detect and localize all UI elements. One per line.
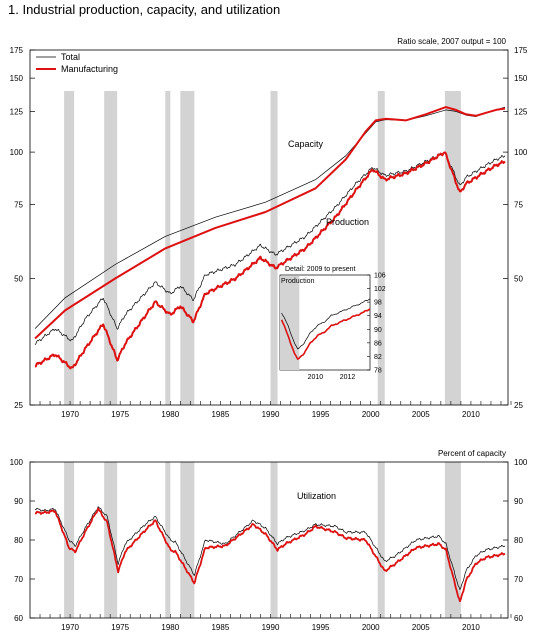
top-xtick-label-2005: 2005 xyxy=(412,410,430,419)
utilization-series-total xyxy=(34,506,506,590)
production-series-manufacturing xyxy=(34,151,506,370)
bottom-ytick-label-left-70: 70 xyxy=(14,575,23,584)
detail-series-manufacturing xyxy=(280,308,371,360)
utilization-series-manufacturing xyxy=(34,507,506,603)
detail-ylabel: Production xyxy=(281,278,315,285)
recession-band-bottom-4 xyxy=(270,462,278,618)
top-ytick-label-left-75: 75 xyxy=(14,201,23,210)
recession-band-bottom-6 xyxy=(444,462,461,618)
bottom-ytick-label-right-60: 60 xyxy=(514,614,523,623)
top-ytick-label-left-100: 100 xyxy=(10,148,24,157)
top-ytick-label-right-175: 175 xyxy=(514,46,528,55)
capacity-series-manufacturing xyxy=(34,106,506,340)
top-ytick-label-left-125: 125 xyxy=(10,107,24,116)
bottom-ytick-label-left-80: 80 xyxy=(14,536,23,545)
bottom-xtick-label-1970: 1970 xyxy=(61,623,79,632)
top-xtick-label-2000: 2000 xyxy=(362,410,380,419)
legend-label-manufacturing: Manufacturing xyxy=(61,64,118,74)
annotation-utilization: Utilization xyxy=(297,491,336,501)
top-ytick-label-left-25: 25 xyxy=(14,401,23,410)
bottom-xtick-label-1985: 1985 xyxy=(211,623,229,632)
bottom-ytick-label-right-100: 100 xyxy=(514,458,528,467)
top-xtick-label-1975: 1975 xyxy=(111,410,129,419)
recession-band-top-5 xyxy=(377,91,385,405)
top-xtick-label-1985: 1985 xyxy=(211,410,229,419)
recession-band-bottom-3 xyxy=(180,462,195,618)
recession-band-top-6 xyxy=(444,91,461,405)
top-panel-frame xyxy=(29,49,509,406)
detail-ytick-label-102: 102 xyxy=(374,286,386,293)
bottom-xtick-label-2010: 2010 xyxy=(462,623,480,632)
top-ytick-label-right-125: 125 xyxy=(514,107,528,116)
bottom-xtick-label-2005: 2005 xyxy=(412,623,430,632)
annotation-capacity: Capacity xyxy=(288,139,324,149)
detail-xtick-label-2010: 2010 xyxy=(308,374,324,381)
top-xtick-label-1990: 1990 xyxy=(262,410,280,419)
top-xtick-label-1980: 1980 xyxy=(161,410,179,419)
detail-xtick-label-2012: 2012 xyxy=(340,374,356,381)
bottom-xtick-label-1990: 1990 xyxy=(262,623,280,632)
bottom-xtick-label-1975: 1975 xyxy=(111,623,129,632)
scale-note: Ratio scale, 2007 output = 100 xyxy=(397,37,506,46)
detail-title: Detail: 2009 to present xyxy=(285,266,355,273)
bottom-ytick-label-left-90: 90 xyxy=(14,497,23,506)
bottom-xtick-label-2000: 2000 xyxy=(362,623,380,632)
recession-band-top-4 xyxy=(270,91,278,405)
detail-ytick-label-106: 106 xyxy=(374,273,386,280)
top-ytick-label-left-175: 175 xyxy=(10,46,24,55)
detail-ytick-label-98: 98 xyxy=(374,300,382,307)
annotation-production: Production xyxy=(326,217,369,227)
detail-ytick-label-94: 94 xyxy=(374,313,382,320)
bottom-ytick-label-right-70: 70 xyxy=(514,575,523,584)
top-ytick-label-right-100: 100 xyxy=(514,148,528,157)
bottom-ytick-label-right-80: 80 xyxy=(514,536,523,545)
legend-label-total: Total xyxy=(61,52,80,62)
top-ytick-label-right-150: 150 xyxy=(514,74,528,83)
detail-ytick-label-78: 78 xyxy=(374,368,382,375)
top-ytick-label-right-50: 50 xyxy=(514,275,523,284)
top-ytick-label-right-25: 25 xyxy=(514,401,523,410)
bottom-ytick-label-left-60: 60 xyxy=(14,614,23,623)
recession-band-top-1 xyxy=(104,91,118,405)
bottom-xtick-label-1980: 1980 xyxy=(161,623,179,632)
top-ytick-label-left-50: 50 xyxy=(14,275,23,284)
production-series-total xyxy=(34,152,506,345)
detail-ytick-label-90: 90 xyxy=(374,327,382,334)
utilization-ylabel: Percent of capacity xyxy=(438,449,506,458)
top-xtick-label-1970: 1970 xyxy=(61,410,79,419)
recession-band-top-3 xyxy=(180,91,195,405)
figure-title: 1. Industrial production, capacity, and … xyxy=(8,2,281,17)
recession-band-top-0 xyxy=(64,91,75,405)
recession-band-bottom-5 xyxy=(377,462,385,618)
bottom-ytick-label-right-90: 90 xyxy=(514,497,523,506)
recession-band-bottom-2 xyxy=(165,462,171,618)
top-ytick-label-right-75: 75 xyxy=(514,201,523,210)
top-xtick-label-1995: 1995 xyxy=(312,410,330,419)
detail-recession-band xyxy=(280,276,300,370)
top-xtick-label-2010: 2010 xyxy=(462,410,480,419)
detail-ytick-label-86: 86 xyxy=(374,340,382,347)
bottom-ytick-label-left-100: 100 xyxy=(10,458,24,467)
detail-ytick-label-82: 82 xyxy=(374,354,382,361)
top-ytick-label-left-150: 150 xyxy=(10,74,24,83)
bottom-xtick-label-1995: 1995 xyxy=(312,623,330,632)
detail-series-total xyxy=(281,298,371,350)
